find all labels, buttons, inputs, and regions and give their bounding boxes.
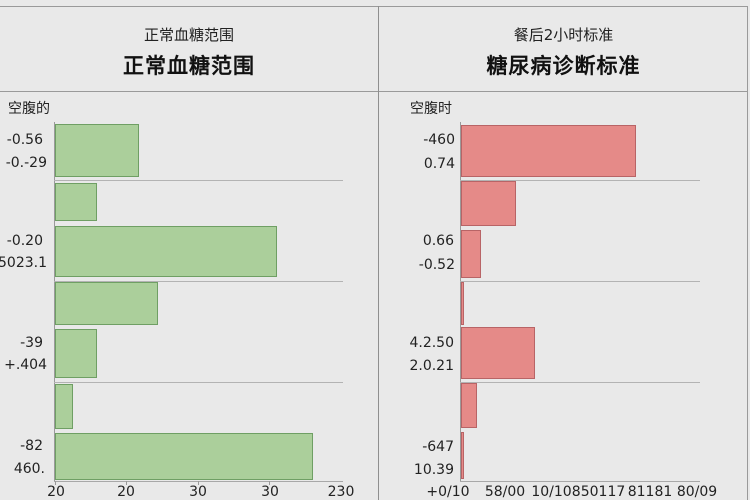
left-chart-panel: 正常血糖范围 正常血糖范围 空腹的	[0, 6, 378, 500]
right-bar-6[interactable]	[461, 383, 477, 428]
left-bar-2[interactable]	[55, 183, 97, 221]
left-bar-1[interactable]	[55, 124, 139, 177]
left-y-label: -5023.1	[0, 255, 47, 271]
left-bar-6[interactable]	[55, 384, 73, 429]
right-y-label: 0.66	[422, 233, 454, 249]
right-bar-5[interactable]	[461, 327, 535, 379]
right-y-label: -0.52	[418, 257, 455, 273]
right-x-tick-label: 80/09	[676, 484, 718, 500]
right-group-label: 空腹时	[410, 101, 452, 117]
left-y-label: -82	[20, 438, 43, 454]
right-y-label: 4.2.50	[409, 335, 454, 351]
right-x-tick-label: 10/108	[531, 484, 581, 500]
left-y-label: 460.	[13, 461, 45, 477]
left-panel-header: 正常血糖范围 正常血糖范围	[0, 6, 378, 92]
left-y-axis	[54, 122, 55, 482]
left-x-tick	[269, 481, 270, 485]
right-x-tick-label: +0/10	[426, 484, 470, 500]
right-x-tick-label: 81181	[627, 484, 673, 500]
left-x-tick-label: 20	[47, 484, 65, 500]
right-bar-3[interactable]	[461, 230, 481, 278]
left-x-tick-label: 30	[189, 484, 207, 500]
left-panel-subtitle: 正常血糖范围	[143, 26, 234, 44]
left-group-label: 空腹的	[8, 101, 50, 117]
chart-frame	[0, 6, 748, 500]
left-bar-3[interactable]	[55, 226, 277, 277]
right-bar-4[interactable]	[461, 282, 464, 325]
right-y-label: 10.39	[413, 462, 454, 478]
right-panel-title: 糖尿病诊断标准	[486, 54, 641, 78]
left-y-label: -0.56	[6, 132, 43, 148]
left-gridline	[54, 281, 343, 282]
right-bar-2[interactable]	[461, 181, 516, 226]
right-x-tick-label: 50117	[580, 484, 626, 500]
right-y-label: -460	[423, 132, 455, 148]
left-bar-7[interactable]	[55, 433, 313, 480]
right-y-label: 2.0.21	[409, 358, 454, 374]
left-y-label: -0.20	[6, 233, 43, 249]
right-bar-1[interactable]	[461, 125, 636, 177]
right-chart-panel: 餐后2小时标准 糖尿病诊断标准 空腹时	[378, 6, 748, 500]
left-x-tick	[198, 481, 199, 485]
left-y-label: -0.-29	[5, 155, 47, 171]
right-y-label: -647	[422, 439, 454, 455]
left-x-tick	[126, 481, 127, 485]
right-panel-header: 餐后2小时标准 糖尿病诊断标准	[379, 6, 748, 92]
right-gridline	[460, 382, 700, 383]
right-gridline	[460, 180, 700, 181]
left-gridline	[54, 382, 343, 383]
left-y-label: -39	[20, 335, 43, 351]
left-x-tick-label: 30	[261, 484, 279, 500]
right-y-axis	[460, 122, 461, 482]
left-x-tick-label: 230	[327, 484, 355, 500]
left-gridline	[54, 180, 343, 181]
right-y-label: 0.74	[423, 156, 455, 172]
left-bar-4[interactable]	[55, 282, 158, 325]
right-gridline	[460, 281, 700, 282]
right-x-tick-label: 58/00	[484, 484, 526, 500]
left-bar-5[interactable]	[55, 329, 97, 378]
right-bar-7[interactable]	[461, 432, 464, 479]
right-x-axis	[460, 481, 700, 482]
left-y-label: +.404	[4, 357, 47, 373]
left-x-tick-label: 20	[117, 484, 135, 500]
left-x-tick	[55, 481, 56, 485]
left-panel-title: 正常血糖范围	[123, 54, 255, 78]
right-panel-subtitle: 餐后2小时标准	[513, 26, 614, 44]
